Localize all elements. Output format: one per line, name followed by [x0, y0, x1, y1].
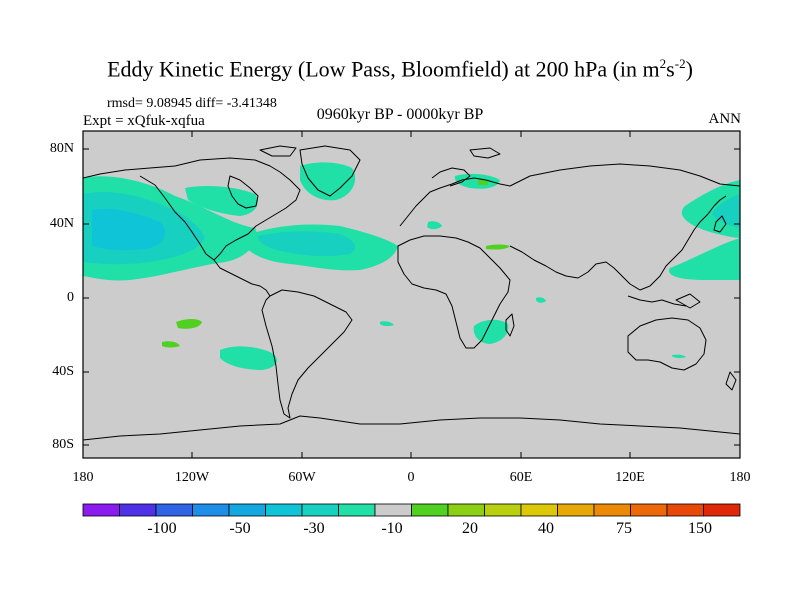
colorbar-box-14 — [593, 503, 631, 517]
season-label: ANN — [708, 111, 742, 127]
period-label: 0960kyr BP - 0000kyr BP — [316, 106, 484, 123]
chart-title: Eddy Kinetic Energy (Low Pass, Bloomfiel… — [107, 56, 693, 82]
south-pacific-positive-2 — [162, 341, 180, 348]
colorbar-box-4 — [228, 503, 266, 517]
x-label-120w: 120W — [174, 470, 210, 485]
x-label-60e: 60E — [509, 470, 533, 485]
atlantic-jet-core — [258, 231, 356, 257]
colorbar-box-15 — [630, 503, 668, 517]
stats-label: rmsd= 9.08945 diff= -3.41348 — [107, 96, 277, 111]
map-background — [83, 131, 740, 458]
scandinavia-patch — [454, 173, 500, 189]
colorbar-box-17 — [703, 503, 741, 517]
south-atlantic-patch — [380, 321, 394, 327]
colorbar-box-5 — [265, 503, 303, 517]
colorbar-box-16 — [666, 503, 704, 517]
colorbar-label-minus10: -10 — [381, 520, 403, 537]
y-ticks — [83, 148, 740, 446]
south-pacific-positive — [176, 319, 202, 329]
colorbar-box-10 — [447, 503, 485, 517]
y-label-0: 0 — [67, 290, 74, 305]
colorbar-label-150: 150 — [688, 520, 712, 537]
x-label-60w: 60W — [288, 470, 316, 485]
ke-field — [83, 145, 740, 441]
equatorial-africa-patch — [536, 297, 546, 303]
x-label-180w: 180 — [72, 470, 94, 485]
coastlines — [83, 145, 740, 441]
colorbar-label-minus30: -30 — [303, 520, 325, 537]
colorbar-label-75: 75 — [616, 520, 632, 537]
colorbar-box-12 — [520, 503, 558, 517]
y-label-80s: 80S — [52, 437, 74, 452]
pacific-east-lower — [669, 238, 740, 280]
y-label-40s: 40S — [52, 364, 74, 379]
x-label-0: 0 — [407, 470, 415, 485]
mozambique-patch — [473, 319, 509, 344]
south-pacific-cyan — [220, 346, 277, 370]
colorbar-box-6 — [301, 503, 339, 517]
colorbar-label-minus50: -50 — [229, 520, 251, 537]
colorbar-box-8 — [374, 503, 412, 517]
x-label-180e: 180 — [729, 470, 751, 485]
mediterranean-patch — [427, 221, 442, 230]
colorbar — [82, 503, 741, 517]
colorbar-box-11 — [484, 503, 522, 517]
colorbar-label-minus100: -100 — [147, 520, 177, 537]
scandinavia-positive — [478, 180, 488, 185]
experiment-label: Expt = xQfuk-xqfua — [83, 113, 205, 129]
colorbar-label-40: 40 — [538, 520, 554, 537]
colorbar-box-0 — [82, 503, 120, 517]
colorbar-box-13 — [557, 503, 595, 517]
greenland-patch — [300, 162, 356, 201]
colorbar-box-9 — [411, 503, 449, 517]
north-america-patch — [185, 186, 258, 216]
colorbar-box-1 — [119, 503, 157, 517]
colorbar-box-7 — [338, 503, 376, 517]
y-label-80n: 80N — [49, 141, 74, 156]
middle-east-positive — [486, 244, 510, 250]
x-ticks — [82, 131, 741, 458]
colorbar-label-20: 20 — [462, 520, 478, 537]
australia-patch — [672, 354, 686, 359]
pacific-storm-track-west-inner — [92, 208, 166, 251]
colorbar-box-2 — [155, 503, 193, 517]
x-label-120e: 120E — [615, 470, 645, 485]
colorbar-box-3 — [192, 503, 230, 517]
y-label-40n: 40N — [49, 216, 74, 231]
